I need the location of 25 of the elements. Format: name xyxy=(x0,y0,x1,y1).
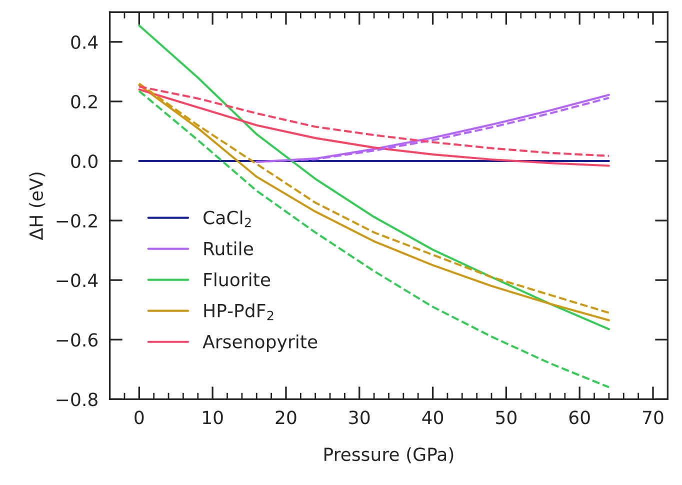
y-tick-label: −0.4 xyxy=(56,274,98,288)
legend-label: HP-PdF$_{2}$ xyxy=(204,303,274,320)
x-tick-label: 20 xyxy=(276,410,296,424)
legend-label: Fluorite xyxy=(204,272,270,286)
y-tick-label: −0.2 xyxy=(56,214,97,228)
y-tick-label: 0.2 xyxy=(71,94,97,109)
x-tick-label: 0 xyxy=(134,410,144,424)
y-tick-label: −0.8 xyxy=(56,392,98,406)
y-axis-title: ΔH (eV) xyxy=(29,172,46,240)
y-tick-label: 0.4 xyxy=(71,35,98,50)
x-axis-title: Pressure (GPa) xyxy=(324,447,454,464)
x-tick-label: 60 xyxy=(569,410,590,424)
legend-label: Arsenopyrite xyxy=(202,334,318,352)
legend-label: Rutile xyxy=(204,241,253,256)
x-tick-label: 50 xyxy=(496,410,516,424)
line-series xyxy=(138,88,610,167)
x-tick-label: 40 xyxy=(422,410,444,424)
y-tick-label: 0.0 xyxy=(71,154,98,168)
line-series xyxy=(138,90,610,388)
y-tick-label: −0.6 xyxy=(56,333,98,347)
legend-label: CaCl$_{2}$ xyxy=(204,210,251,228)
x-tick-label: 30 xyxy=(349,410,370,424)
x-tick-label: 70 xyxy=(642,410,664,424)
line-series xyxy=(138,24,610,330)
x-tick-label: 10 xyxy=(203,410,223,424)
